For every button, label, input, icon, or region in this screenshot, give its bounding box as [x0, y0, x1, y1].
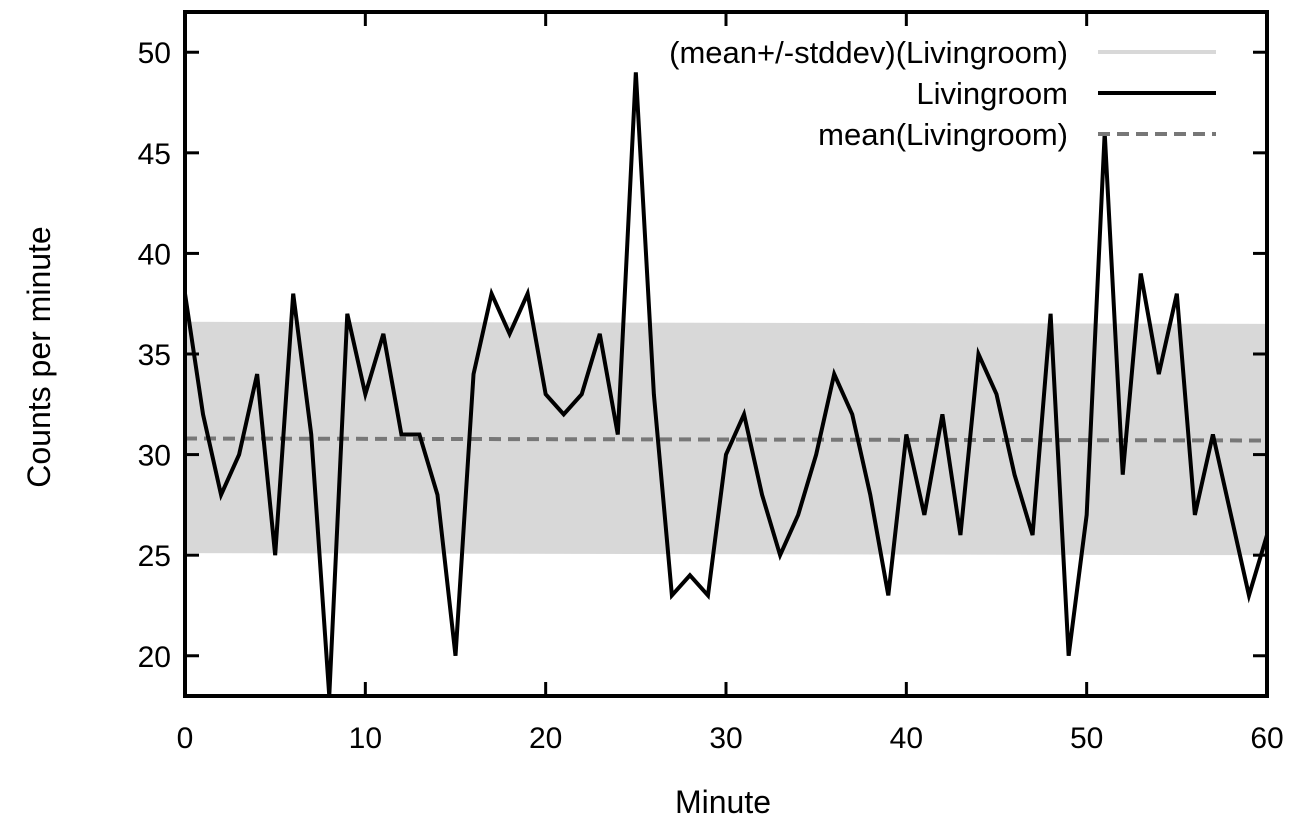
legend-label: (mean+/-stddev)(Livingroom)	[669, 35, 1068, 70]
x-tick-label: 0	[177, 722, 194, 755]
y-axis-title: Counts per minute	[21, 226, 57, 487]
axis-ticks: 0 10 20 30 40 50 60 20 25 30 35 40 45 50	[138, 12, 1284, 755]
y-tick-label: 20	[138, 641, 171, 674]
x-tick-label: 40	[890, 722, 923, 755]
legend-label: Livingroom	[916, 76, 1068, 111]
x-tick-label: 30	[709, 722, 742, 755]
plot-area	[185, 72, 1267, 696]
legend-item: (mean+/-stddev)(Livingroom)	[669, 35, 1216, 70]
mean-line	[185, 436, 1267, 443]
y-tick-label: 40	[138, 238, 171, 271]
y-tick-label: 45	[138, 138, 171, 171]
y-tick-label: 25	[138, 540, 171, 573]
livingroom-line	[185, 72, 1267, 696]
y-tick-label: 35	[138, 339, 171, 372]
x-axis-title: Minute	[675, 784, 771, 820]
y-tick-label: 30	[138, 440, 171, 473]
legend-item: Livingroom	[916, 76, 1216, 111]
legend-label: mean(Livingroom)	[818, 117, 1068, 152]
x-tick-label: 60	[1250, 722, 1283, 755]
x-tick-label: 10	[349, 722, 382, 755]
x-tick-label: 50	[1070, 722, 1103, 755]
y-tick-label: 50	[138, 37, 171, 70]
legend: (mean+/-stddev)(Livingroom) Livingroom mea…	[669, 35, 1216, 152]
x-tick-label: 20	[529, 722, 562, 755]
legend-item: mean(Livingroom)	[818, 117, 1216, 152]
